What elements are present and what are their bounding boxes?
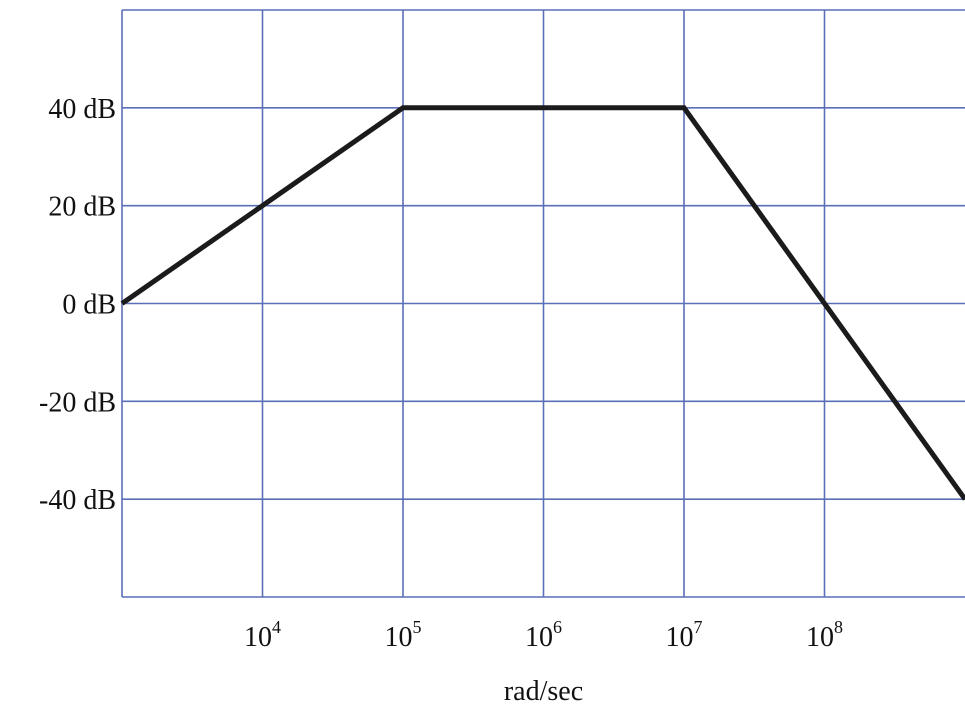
y-tick-label: 0 dB <box>62 290 116 321</box>
series-layer <box>120 105 965 501</box>
x-tick-exponent: 4 <box>272 617 281 637</box>
x-tick-label: 108 <box>806 617 843 653</box>
y-tick-label: -40 dB <box>39 485 116 516</box>
x-tick-base: 10 <box>385 622 413 653</box>
y-tick-label: 40 dB <box>48 94 116 125</box>
x-tick-exponent: 5 <box>413 617 422 637</box>
x-axis-label: rad/sec <box>504 676 583 707</box>
x-tick-label: 106 <box>525 617 562 653</box>
x-tick-base: 10 <box>666 622 694 653</box>
x-tick-base: 10 <box>244 622 272 653</box>
x-tick-exponent: 7 <box>694 617 703 637</box>
x-tick-base: 10 <box>525 622 553 653</box>
x-tick-exponent: 8 <box>834 617 843 637</box>
asymptotic-magnitude-line <box>120 105 965 501</box>
x-tick-label: 104 <box>244 617 281 653</box>
y-tick-labels: 40 dB 20 dB 0 dB -20 dB -40 dB <box>39 94 116 516</box>
y-tick-label: 20 dB <box>48 192 116 223</box>
y-tick-label: -20 dB <box>39 387 116 418</box>
x-tick-label: 105 <box>385 617 422 653</box>
x-tick-label: 107 <box>666 617 703 653</box>
x-tick-exponent: 6 <box>553 617 562 637</box>
x-tick-base: 10 <box>806 622 834 653</box>
x-tick-labels: 104 105 106 107 108 <box>244 617 843 653</box>
